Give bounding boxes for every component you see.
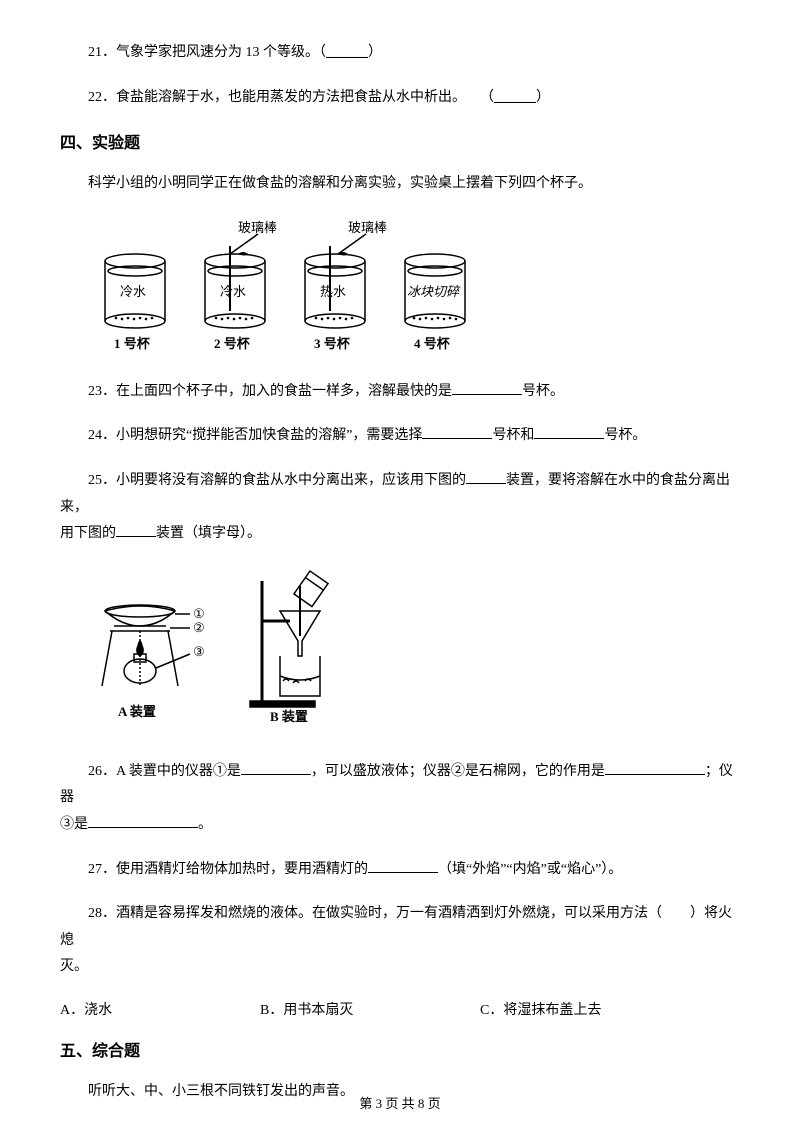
section-4-intro: 科学小组的小明同学正在做食盐的溶解和分离实验，实验桌上摆着下列四个杯子。 [60, 171, 740, 198]
question-24: 24．小明想研究“搅拌能否加快食盐的溶解”，需要选择 号杯和 号杯。 [60, 423, 740, 450]
q24-text: ．小明想研究“搅拌能否加快食盐的溶解”，需要选择 [102, 428, 422, 443]
q21-text: ．气象学家把风速分为 13 个等级。（ [102, 45, 326, 60]
page-footer: 第 3 页 共 8 页 [0, 1093, 800, 1112]
q25-num: 25 [88, 473, 102, 488]
question-23: 23．在上面四个杯子中，加入的食盐一样多，溶解最快的是 号杯。 [60, 379, 740, 406]
svg-text:玻璃棒: 玻璃棒 [238, 220, 277, 235]
q26-tail: 。 [198, 817, 212, 832]
question-28: 28．酒精是容易挥发和燃烧的液体。在做实验时，万一有酒精洒到灯外燃烧，可以采用方… [60, 901, 740, 981]
q21-blank[interactable]: ______ [326, 45, 368, 60]
q27-tail: （填“外焰”“内焰”或“焰心”）。 [438, 862, 622, 877]
question-28-options: A．浇水 B．用书本扇灭 C．将湿抹布盖上去 [60, 999, 740, 1019]
q28-line2: 灭。 [60, 959, 88, 974]
section-5-title: 五、综合题 [60, 1037, 740, 1061]
q27-num: 27 [88, 862, 102, 877]
option-b[interactable]: B．用书本扇灭 [260, 999, 480, 1019]
q25-tail: 装置（填字母）。 [156, 526, 261, 541]
apparatus-diagram: ① ② ③ A 装置 B 装置 [90, 566, 740, 741]
q25-blank1[interactable] [466, 483, 506, 484]
svg-text:冷水: 冷水 [120, 284, 146, 299]
svg-text:3 号杯: 3 号杯 [314, 336, 351, 351]
svg-text:A 装置: A 装置 [118, 704, 156, 719]
cups-diagram: 玻璃棒 玻璃棒 冷水 1 号杯 冷水 [90, 216, 740, 361]
q23-tail: 号杯。 [522, 384, 564, 399]
q26-blank2[interactable] [605, 774, 705, 775]
question-21: 21．气象学家把风速分为 13 个等级。（______） [60, 40, 740, 67]
svg-text:B 装置: B 装置 [270, 709, 308, 724]
svg-text:冷水: 冷水 [220, 284, 246, 299]
q24-blank1[interactable] [422, 438, 492, 439]
svg-text:③: ③ [193, 644, 205, 659]
q25-blank2[interactable] [116, 536, 156, 537]
q23-num: 23 [88, 384, 102, 399]
q26-num: 26 [88, 764, 102, 779]
q24-blank2[interactable] [534, 438, 604, 439]
option-c[interactable]: C．将湿抹布盖上去 [480, 999, 740, 1019]
q22-num: 22 [88, 90, 102, 105]
q28-num: 28 [88, 906, 102, 921]
section-4-title: 四、实验题 [60, 129, 740, 153]
question-26: 26．A 装置中的仪器①是，可以盛放液体；仪器②是石棉网，它的作用是；仪器 ③是… [60, 759, 740, 839]
svg-text:②: ② [193, 620, 205, 635]
svg-text:热水: 热水 [320, 284, 346, 299]
svg-text:4 号杯: 4 号杯 [414, 336, 451, 351]
svg-text:①: ① [193, 606, 205, 621]
q24-num: 24 [88, 428, 102, 443]
q28-text: ．酒精是容易挥发和燃烧的液体。在做实验时，万一有酒精洒到灯外燃烧，可以采用方法（… [60, 906, 732, 948]
q27-text: ．使用酒精灯给物体加热时，要用酒精灯的 [102, 862, 368, 877]
svg-text:玻璃棒: 玻璃棒 [348, 220, 387, 235]
q23-blank[interactable] [452, 394, 522, 395]
q24-mid: 号杯和 [492, 428, 534, 443]
q21-num: 21 [88, 45, 102, 60]
option-a[interactable]: A．浇水 [60, 999, 260, 1019]
q25-line2pre: 用下图的 [60, 526, 116, 541]
q22-blank[interactable]: ______ [494, 90, 536, 105]
svg-text:冰块切碎: 冰块切碎 [407, 284, 461, 299]
q24-tail: 号杯。 [604, 428, 646, 443]
question-27: 27．使用酒精灯给物体加热时，要用酒精灯的 （填“外焰”“内焰”或“焰心”）。 [60, 857, 740, 884]
q21-tail: ） [368, 45, 382, 60]
q26-mid1: ，可以盛放液体；仪器②是石棉网，它的作用是 [311, 764, 605, 779]
q26-blank1[interactable] [241, 774, 311, 775]
q26-blank3[interactable] [88, 827, 198, 828]
q27-blank[interactable] [368, 872, 438, 873]
question-22: 22．食盐能溶解于水，也能用蒸发的方法把食盐从水中析出。 （______） [60, 85, 740, 112]
q25-text: ．小明要将没有溶解的食盐从水中分离出来，应该用下图的 [102, 473, 466, 488]
q22-text: ．食盐能溶解于水，也能用蒸发的方法把食盐从水中析出。 （ [102, 90, 494, 105]
svg-text:2 号杯: 2 号杯 [214, 336, 251, 351]
q26-text: ．A 装置中的仪器①是 [102, 764, 241, 779]
question-25: 25．小明要将没有溶解的食盐从水中分离出来，应该用下图的装置，要将溶解在水中的食… [60, 468, 740, 548]
q26-line2pre: ③是 [60, 817, 88, 832]
q22-tail: ） [536, 90, 550, 105]
q23-text: ．在上面四个杯子中，加入的食盐一样多，溶解最快的是 [102, 384, 452, 399]
svg-text:1 号杯: 1 号杯 [114, 336, 151, 351]
